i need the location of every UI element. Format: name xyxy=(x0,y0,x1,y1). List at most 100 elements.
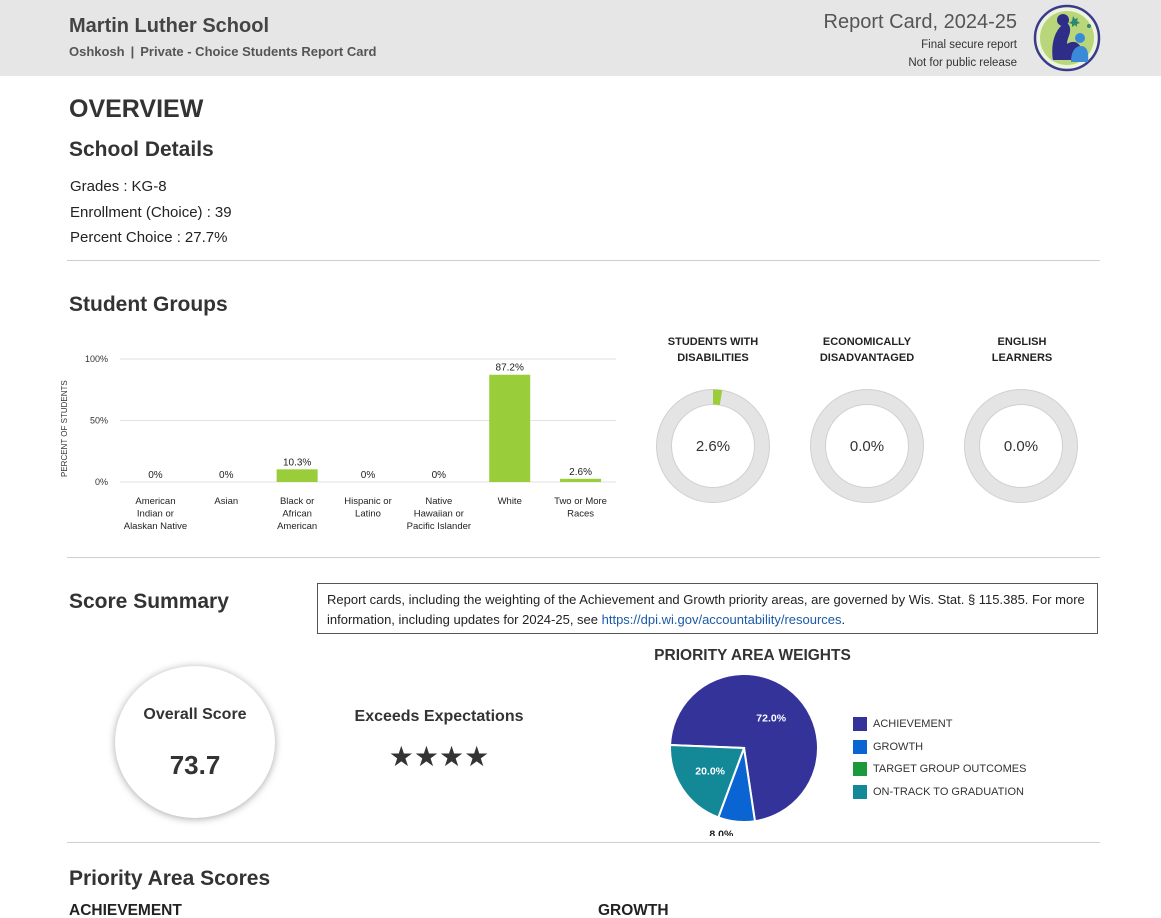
donut-ring xyxy=(810,389,924,503)
score-summary-heading: Score Summary xyxy=(69,590,229,613)
detail-value: KG-8 xyxy=(131,178,167,195)
y-tick-label: 0% xyxy=(95,477,108,487)
report-status-line: Final secure report xyxy=(921,39,1017,51)
y-tick-label: 50% xyxy=(90,416,108,426)
section-divider xyxy=(67,557,1100,558)
bar xyxy=(489,374,531,482)
detail-label: Grades : xyxy=(70,178,128,195)
donut-value-label: 0.0% xyxy=(1004,438,1038,455)
detail-label: Percent Choice : xyxy=(70,229,181,246)
bar-value-label: 0% xyxy=(361,470,376,481)
x-tick-label: Asian xyxy=(214,496,238,507)
pie-slice-label: 8.0% xyxy=(709,829,734,836)
bar-value-label: 2.6% xyxy=(569,467,592,478)
student-group-donuts: 2.6% 0.0% 0.0% xyxy=(656,389,1078,503)
donut-title-line: STUDENTS WITH xyxy=(667,336,759,348)
legend-label: ACHIEVEMENT xyxy=(873,718,953,731)
donut-inner xyxy=(825,404,909,488)
legend-swatch xyxy=(853,762,867,777)
donut-title-line: DISADVANTAGED xyxy=(819,352,915,364)
detail-percent-choice: Percent Choice :27.7% xyxy=(70,229,227,246)
donut-ring xyxy=(964,389,1078,503)
accountability-resources-link[interactable]: https://dpi.wi.gov/accountability/resour… xyxy=(601,612,842,627)
report-header: Martin Luther School Oshkosh | Private - C… xyxy=(0,0,1161,76)
detail-value: 39 xyxy=(214,204,232,221)
x-tick-label: Pacific Islander xyxy=(407,521,471,532)
donut-inner xyxy=(979,404,1063,488)
governance-notice: Report cards, including the weighting of… xyxy=(317,583,1098,634)
legend-swatch xyxy=(853,717,867,732)
detail-grades: Grades : KG-8 xyxy=(70,178,167,195)
x-tick-label: Two or More xyxy=(554,496,607,507)
growth-subheading: GROWTH xyxy=(598,902,669,918)
subtitle-separator: | xyxy=(130,44,135,59)
x-tick-label: American xyxy=(277,521,317,532)
legend-item: GROWTH xyxy=(853,736,1026,759)
donut-title-line: ENGLISH xyxy=(997,336,1047,348)
rating-label: Exceeds Expectations xyxy=(354,708,524,725)
priority-area-scores-heading: Priority Area Scores xyxy=(69,867,271,890)
legend-label: GROWTH xyxy=(873,740,924,753)
legend-label: TARGET GROUP OUTCOMES xyxy=(873,763,1027,776)
overall-score-value: 73.7 xyxy=(169,750,221,780)
x-tick-label: Alaskan Native xyxy=(124,521,187,532)
legend-label: ON-TRACK TO GRADUATION xyxy=(873,785,1024,798)
bar-value-label: 10.3% xyxy=(283,457,311,468)
priority-weights-title: PRIORITY AREA WEIGHTS xyxy=(654,647,851,664)
pie-legend: ACHIEVEMENT GROWTH TARGET GROUP OUTCOMES… xyxy=(853,713,1026,803)
student-groups-bar-chart: PERCENT OF STUDENTS 100% 50% 0% 0% American I… xyxy=(60,345,630,545)
bar-value-label: 0% xyxy=(219,470,234,481)
bar xyxy=(560,478,602,482)
dpi-logo-icon xyxy=(1033,4,1101,72)
donut-outline xyxy=(964,389,1078,503)
x-tick-label: African xyxy=(282,509,312,520)
bar-value-label: 0% xyxy=(148,470,163,481)
bar-value-label: 87.2% xyxy=(496,363,524,374)
rating-stars-icon: ★★★★ xyxy=(388,741,490,772)
detail-enrollment: Enrollment (Choice) :39 xyxy=(70,204,232,221)
chart-y-axis-label: PERCENT OF STUDENTS xyxy=(60,380,69,477)
pie-slice-label: 20.0% xyxy=(695,766,725,778)
section-divider xyxy=(67,842,1100,843)
donut-outline xyxy=(810,389,924,503)
overall-score-label: Overall Score xyxy=(143,706,247,723)
notice-end: . xyxy=(841,612,846,627)
legend-item: ACHIEVEMENT xyxy=(853,713,1026,736)
bar-value-label: 0% xyxy=(432,470,447,481)
overall-score-circle: Overall Score 73.7 xyxy=(115,666,275,818)
x-tick-label: Black or xyxy=(280,496,314,507)
detail-label: Enrollment (Choice) : xyxy=(70,204,211,221)
legend-item: ON-TRACK TO GRADUATION xyxy=(853,781,1026,804)
x-tick-label: White xyxy=(498,496,522,507)
bar xyxy=(276,469,318,482)
achievement-subheading: ACHIEVEMENT xyxy=(69,902,182,918)
pie-slice-label: 72.0% xyxy=(756,713,786,725)
school-subtitle: Oshkosh | Private - Choice Students Report… xyxy=(69,44,376,59)
x-tick-label: Hispanic or xyxy=(344,496,392,507)
donut-title-disabilities: STUDENTS WITH DISABILITIES xyxy=(648,334,778,366)
overview-heading: OVERVIEW xyxy=(69,95,204,123)
school-city: Oshkosh xyxy=(69,44,125,59)
x-tick-label: American xyxy=(135,496,175,507)
priority-weights-pie: 72.0% 8.0% 20.0% xyxy=(669,673,819,836)
donut-segment xyxy=(712,389,723,406)
y-tick-label: 100% xyxy=(85,354,108,364)
x-tick-label: Hawaiian or xyxy=(414,509,464,520)
legend-item: TARGET GROUP OUTCOMES xyxy=(853,758,1026,781)
donut-title-line: ECONOMICALLY xyxy=(822,336,912,348)
notice-text: Report cards, including the weighting of… xyxy=(327,592,1085,627)
school-name: Martin Luther School xyxy=(69,15,269,37)
donut-value-label: 2.6% xyxy=(696,438,730,455)
school-details-heading: School Details xyxy=(69,138,214,161)
donut-title-economic: ECONOMICALLY DISADVANTAGED xyxy=(802,334,932,366)
legend-swatch xyxy=(853,784,867,799)
donut-title-english: ENGLISH LEARNERS xyxy=(957,334,1087,366)
legend-swatch xyxy=(853,739,867,754)
school-type: Private - Choice Students Report Card xyxy=(140,44,377,59)
report-release-line: Not for public release xyxy=(908,57,1017,69)
detail-value: 27.7% xyxy=(184,229,228,246)
x-tick-label: Latino xyxy=(355,509,381,520)
student-groups-heading: Student Groups xyxy=(69,293,228,316)
x-tick-label: Races xyxy=(567,509,594,520)
